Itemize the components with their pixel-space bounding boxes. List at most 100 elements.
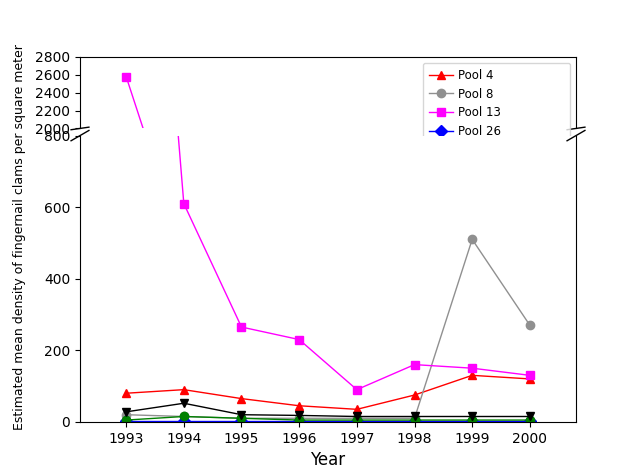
Line: Pool 8: Pool 8	[122, 235, 534, 422]
Pool 13	[526, 373, 534, 378]
Pool 8	[180, 414, 188, 419]
Open River Reach	[526, 417, 534, 423]
Line: Open River Reach: Open River Reach	[122, 412, 534, 424]
Pool 4	[122, 391, 130, 396]
La Grange Pool	[180, 300, 188, 306]
Pool 13	[526, 293, 534, 299]
Line: La Grange Pool: La Grange Pool	[122, 399, 534, 420]
Pool 8	[237, 415, 245, 421]
Line: Pool 26: Pool 26	[122, 417, 534, 425]
Open River Reach	[468, 304, 476, 310]
Pool 4	[411, 392, 419, 398]
Pool 13	[122, 74, 130, 80]
Pool 26	[180, 304, 188, 310]
Pool 8	[295, 304, 303, 310]
Pool 8	[122, 412, 130, 418]
Pool 26	[237, 418, 245, 424]
Pool 8	[122, 303, 130, 309]
Pool 13	[237, 281, 245, 286]
La Grange Pool	[295, 412, 303, 418]
Pool 8	[180, 303, 188, 309]
Pool 13	[295, 337, 303, 342]
Open River Reach	[295, 304, 303, 310]
Pool 26	[411, 418, 419, 424]
Pool 13	[353, 387, 361, 392]
Open River Reach	[411, 417, 419, 423]
Text: Estimated mean density of fingernail clams per square meter: Estimated mean density of fingernail cla…	[13, 44, 26, 430]
La Grange Pool	[122, 409, 130, 415]
La Grange Pool	[468, 303, 476, 309]
Pool 13	[295, 284, 303, 290]
Pool 8	[353, 415, 361, 421]
La Grange Pool	[468, 414, 476, 419]
La Grange Pool	[122, 302, 130, 308]
Pool 4	[180, 387, 188, 392]
Pool 13	[180, 250, 188, 255]
Pool 13	[237, 324, 245, 330]
Pool 8	[526, 322, 534, 328]
Pool 4	[526, 294, 534, 300]
Pool 4	[411, 298, 419, 303]
Pool 8	[468, 259, 476, 264]
Line: Pool 13: Pool 13	[122, 0, 534, 394]
La Grange Pool	[237, 303, 245, 309]
Pool 26	[295, 418, 303, 424]
Line: Pool 4: Pool 4	[122, 371, 534, 413]
Pool 4	[295, 301, 303, 306]
Line: Pool 4: Pool 4	[122, 292, 534, 309]
La Grange Pool	[353, 414, 361, 419]
Pool 8	[526, 280, 534, 286]
Pool 4	[353, 407, 361, 412]
Open River Reach	[180, 303, 188, 309]
Pool 13	[411, 290, 419, 296]
Pool 4	[526, 376, 534, 382]
Pool 8	[353, 304, 361, 310]
X-axis label: Year: Year	[310, 451, 346, 469]
Pool 4	[468, 373, 476, 378]
Pool 13	[468, 291, 476, 297]
La Grange Pool	[180, 401, 188, 406]
Pool 26	[526, 418, 534, 424]
Pool 8	[468, 237, 476, 242]
Line: La Grange Pool: La Grange Pool	[122, 299, 534, 310]
Legend: Pool 4, Pool 8, Pool 13, Pool 26, Open River Reach, La Grange Pool: Pool 4, Pool 8, Pool 13, Pool 26, Open R…	[423, 63, 570, 182]
Pool 8	[237, 304, 245, 310]
Line: Open River Reach: Open River Reach	[122, 302, 534, 311]
Line: Pool 13: Pool 13	[122, 73, 534, 303]
Pool 26	[526, 304, 534, 310]
Pool 8	[411, 304, 419, 310]
Open River Reach	[122, 417, 130, 423]
Pool 26	[353, 418, 361, 424]
La Grange Pool	[411, 414, 419, 419]
Pool 26	[411, 304, 419, 310]
Pool 4	[353, 301, 361, 307]
Open River Reach	[353, 417, 361, 423]
Open River Reach	[122, 304, 130, 310]
Open River Reach	[468, 417, 476, 423]
Open River Reach	[180, 414, 188, 419]
Open River Reach	[353, 304, 361, 310]
Pool 13	[468, 365, 476, 371]
Pool 26	[237, 304, 245, 310]
Pool 26	[468, 304, 476, 310]
Open River Reach	[411, 304, 419, 310]
Pool 26	[180, 418, 188, 424]
Pool 8	[295, 415, 303, 421]
Open River Reach	[237, 415, 245, 421]
Pool 13	[411, 362, 419, 367]
Pool 26	[122, 418, 130, 424]
La Grange Pool	[237, 412, 245, 418]
Pool 4	[237, 396, 245, 401]
Pool 4	[180, 296, 188, 302]
Pool 8	[411, 415, 419, 421]
La Grange Pool	[295, 303, 303, 309]
Pool 4	[468, 293, 476, 299]
La Grange Pool	[411, 303, 419, 309]
Line: Pool 26: Pool 26	[122, 303, 534, 311]
Pool 26	[468, 418, 476, 424]
La Grange Pool	[526, 303, 534, 309]
Open River Reach	[237, 304, 245, 310]
La Grange Pool	[526, 414, 534, 419]
Open River Reach	[526, 304, 534, 310]
Pool 13	[180, 201, 188, 207]
